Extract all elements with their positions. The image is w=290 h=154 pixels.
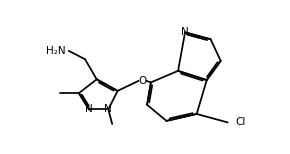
- Text: Cl: Cl: [235, 117, 246, 127]
- Text: N: N: [85, 104, 93, 114]
- Text: N: N: [181, 27, 189, 37]
- Text: H₂N: H₂N: [46, 46, 66, 56]
- Text: O: O: [138, 76, 146, 86]
- Text: N: N: [104, 104, 112, 114]
